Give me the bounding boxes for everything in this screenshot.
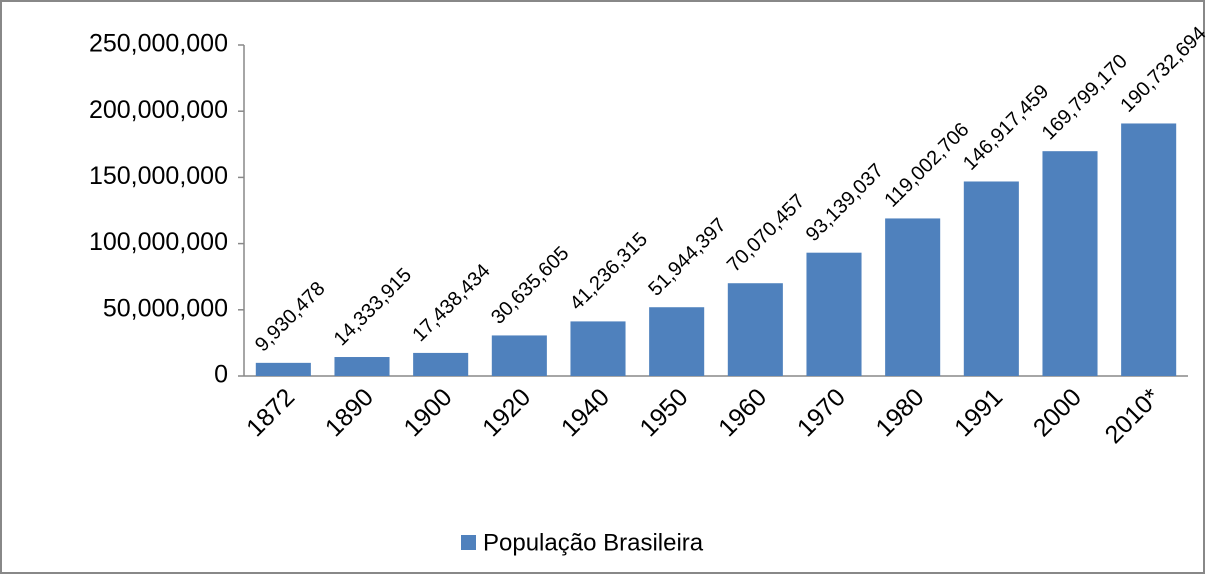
bar — [570, 321, 626, 376]
bar — [885, 218, 941, 376]
bar — [334, 357, 390, 376]
y-tick-label: 50,000,000 — [103, 294, 228, 322]
y-tick-label: 100,000,000 — [89, 228, 228, 256]
y-tick-label: 200,000,000 — [89, 96, 228, 124]
bar — [806, 252, 862, 376]
bar — [963, 181, 1019, 376]
y-tick-label: 150,000,000 — [89, 162, 228, 190]
y-tick-label: 250,000,000 — [89, 30, 228, 58]
legend-label: População Brasileira — [483, 529, 704, 556]
bar — [255, 362, 311, 376]
bar — [649, 307, 705, 376]
legend-swatch — [461, 535, 476, 550]
bar — [727, 283, 783, 376]
y-tick-label: 0 — [214, 361, 228, 389]
bar — [1042, 151, 1098, 376]
bar — [413, 352, 469, 376]
bar — [1121, 123, 1177, 376]
bar — [491, 335, 547, 376]
